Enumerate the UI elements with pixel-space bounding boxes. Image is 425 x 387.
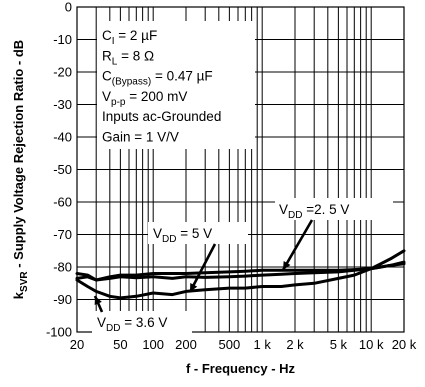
y-tick-label: -70 bbox=[53, 227, 72, 242]
conditions-box bbox=[97, 21, 255, 149]
axis-labels: f - Frequency - Hz kSVR - Supply Voltage … bbox=[11, 40, 296, 376]
series-label: VDD = 3.6 V bbox=[97, 315, 167, 334]
series-label-box bbox=[148, 222, 248, 244]
x-tick-label: 1 k bbox=[254, 337, 272, 352]
series-label-box bbox=[92, 311, 192, 333]
series-label-box bbox=[275, 198, 393, 220]
x-tick-label: 10 k bbox=[359, 337, 384, 352]
condition-text: CI = 2 µF bbox=[102, 28, 157, 47]
leader-arrowhead bbox=[190, 283, 198, 292]
leader-arrowhead bbox=[94, 296, 102, 305]
data-series bbox=[75, 249, 406, 300]
x-tick-label: 20 bbox=[70, 337, 84, 352]
condition-text: Vp-p = 200 mV bbox=[102, 89, 187, 108]
leader-line bbox=[188, 243, 217, 293]
condition-text: Gain = 1 V/V bbox=[102, 130, 179, 145]
series-label: VDD =2. 5 V bbox=[279, 202, 349, 221]
condition-text: C(Bypass) = 0.47 µF bbox=[102, 69, 213, 88]
x-axis-label: f - Frequency - Hz bbox=[186, 361, 296, 376]
condition-text: Inputs ac-Grounded bbox=[102, 109, 221, 124]
y-tick-label: 0 bbox=[65, 0, 72, 15]
y-tick-label: -10 bbox=[53, 32, 72, 47]
leader-arrowhead bbox=[283, 261, 291, 270]
series-line bbox=[75, 260, 406, 282]
y-tick-label: -100 bbox=[46, 325, 72, 340]
leader-line bbox=[281, 219, 314, 271]
plot-frame bbox=[76, 6, 405, 333]
x-tick-label: 200 bbox=[175, 337, 197, 352]
y-tick-label: -20 bbox=[53, 65, 72, 80]
y-tick-label: -40 bbox=[53, 130, 72, 145]
y-tick-label: -30 bbox=[53, 97, 72, 112]
x-tick-label: 50 bbox=[113, 337, 127, 352]
y-tick-label: -50 bbox=[53, 162, 72, 177]
y-tick-label: -90 bbox=[53, 292, 72, 307]
x-tick-label: 100 bbox=[142, 337, 164, 352]
x-tick-label: 2 k bbox=[286, 337, 304, 352]
y-tick-label: -80 bbox=[53, 260, 72, 275]
y-tick-label: -60 bbox=[53, 195, 72, 210]
condition-text: RL = 8 Ω bbox=[102, 48, 154, 67]
series-label: VDD = 5 V bbox=[153, 226, 212, 245]
y-axis-label: kSVR - Supply Voltage Rejection Ratio - … bbox=[11, 40, 30, 299]
x-tick-label: 20 k bbox=[392, 337, 417, 352]
x-tick-label: 500 bbox=[219, 337, 241, 352]
x-tick-label: 5 k bbox=[330, 337, 348, 352]
series-line bbox=[75, 249, 406, 300]
